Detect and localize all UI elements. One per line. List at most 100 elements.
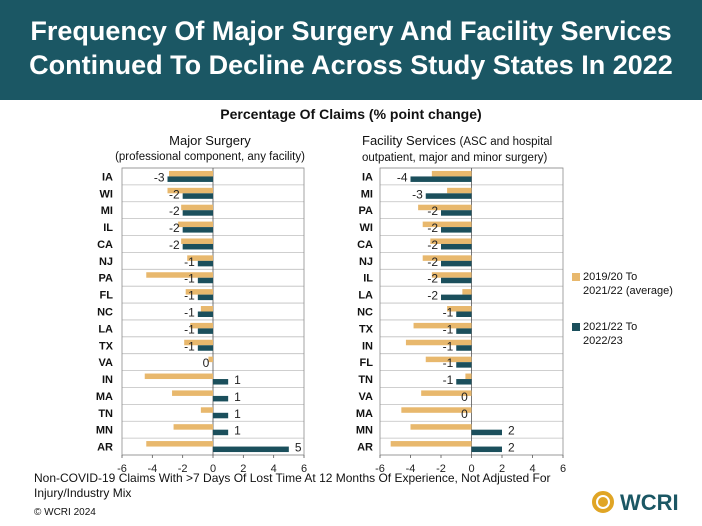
category-label: AR — [97, 442, 113, 454]
legend-swatch-2021 — [572, 323, 580, 331]
category-label: LA — [358, 290, 373, 302]
bar-2019 — [185, 289, 213, 295]
bar-2021 — [456, 362, 472, 368]
data-label: -1 — [184, 339, 195, 353]
category-label: MA — [96, 391, 113, 403]
category-label: AR — [357, 442, 373, 454]
x-tick-label: 2 — [499, 463, 505, 475]
category-label: NJ — [359, 256, 373, 268]
bar-2019 — [178, 221, 213, 228]
bar-2021 — [441, 277, 472, 284]
data-label: -2 — [427, 221, 438, 235]
data-label: -2 — [169, 221, 180, 235]
data-label: -3 — [412, 187, 423, 201]
bar-2019 — [146, 441, 213, 447]
bar-2019 — [413, 322, 472, 329]
facility-services-chart: IA -4 MI -3 PA -2 WI -2 CA -2 NJ -2 IL -2 LA -2 NC -1 TX -1… — [356, 167, 566, 475]
data-label: 0 — [203, 356, 210, 370]
bar-2021 — [213, 412, 229, 419]
data-label: 0 — [461, 407, 468, 421]
bar-2021 — [425, 193, 472, 199]
data-label: -1 — [184, 255, 195, 269]
x-tick-label: -6 — [375, 463, 385, 475]
x-tick-label: 4 — [529, 463, 535, 475]
data-label: 2 — [508, 424, 515, 438]
data-label: -2 — [169, 204, 180, 218]
data-label: -1 — [184, 306, 195, 320]
bar-2019 — [146, 272, 213, 278]
right-panel-subtitle: (ASC and hospital — [459, 136, 553, 148]
bar-2019 — [401, 407, 472, 413]
legend-label-2019: 2019/20 To 2021/22 (average) — [583, 271, 673, 297]
bar-2019 — [190, 322, 213, 329]
bar-2019 — [200, 407, 213, 413]
data-label: -3 — [154, 170, 165, 184]
data-label: 5 — [295, 441, 302, 455]
data-label: -4 — [397, 170, 408, 184]
bar-2019 — [447, 187, 472, 194]
bar-2019 — [173, 424, 213, 430]
category-label: FL — [100, 290, 114, 302]
category-label: NC — [357, 307, 373, 319]
header-banner — [0, 0, 702, 100]
bar-2019 — [390, 441, 472, 447]
category-label: PA — [359, 205, 374, 217]
data-label: 1 — [234, 373, 241, 387]
category-label: MI — [101, 205, 113, 217]
major-surgery-chart: IA -3 WI -2 MI -2 IL -2 CA -2 NJ -1 PA -1 FL -1 NC -1 LA -1… — [96, 167, 307, 475]
category-label: NC — [97, 307, 113, 319]
bar-2021 — [167, 176, 213, 182]
data-label: -2 — [427, 204, 438, 218]
bar-2021 — [213, 379, 229, 385]
legend-label-2021: 2021/22 To 2022/23 — [583, 321, 638, 347]
copyright: © WCRI 2024 — [34, 507, 96, 518]
category-label: IA — [102, 171, 113, 183]
bar-2021 — [182, 243, 213, 250]
bar-2021 — [456, 328, 472, 334]
category-label: TN — [358, 374, 373, 386]
category-label: IL — [103, 222, 113, 234]
category-label: TX — [359, 323, 374, 335]
bar-2019 — [169, 170, 213, 177]
data-label: -1 — [184, 322, 195, 336]
bar-2019 — [425, 356, 472, 363]
x-tick-label: -2 — [178, 463, 188, 475]
data-label: -1 — [443, 306, 454, 320]
bar-2021 — [197, 277, 213, 284]
x-tick-label: 2 — [240, 463, 246, 475]
x-tick-label: -4 — [406, 463, 416, 475]
bar-2021 — [182, 227, 213, 233]
data-label: -1 — [184, 289, 195, 303]
category-label: WI — [360, 222, 373, 234]
bar-2021 — [441, 227, 472, 233]
bar-2021 — [456, 379, 472, 385]
bar-2019 — [431, 272, 472, 278]
category-label: MA — [356, 408, 373, 420]
page-title: Frequency Of Major Surgery And Facility … — [29, 16, 673, 80]
bar-2021 — [456, 311, 472, 317]
legend-item-2019: 2019/20 To 2021/22 (average) — [572, 270, 702, 300]
bar-2019 — [181, 238, 213, 244]
x-tick-label: 6 — [560, 463, 566, 475]
bar-2019 — [200, 306, 213, 312]
bar-2019 — [430, 238, 472, 244]
bar-2019 — [410, 424, 472, 430]
bar-2021 — [213, 429, 229, 436]
right-panel-title: Facility Services (ASC and hospital outp… — [362, 133, 592, 166]
data-label: -2 — [427, 272, 438, 286]
bar-2019 — [181, 204, 213, 211]
bar-2019 — [422, 221, 472, 228]
category-label: TX — [99, 340, 114, 352]
legend-item-2021: 2021/22 To 2022/23 — [572, 320, 702, 350]
right-panel-heading-text: Facility Services — [362, 133, 456, 148]
right-panel-subtitle-2: outpatient, major and minor surgery) — [362, 152, 548, 164]
bar-2019 — [172, 390, 213, 396]
bar-2019 — [405, 339, 472, 346]
logo-text: WCRI — [620, 490, 679, 515]
x-tick-label: -2 — [436, 463, 446, 475]
wcri-logo: WCRI — [592, 489, 692, 523]
category-label: WI — [100, 188, 113, 200]
data-label: -2 — [169, 238, 180, 252]
data-label: -2 — [427, 255, 438, 269]
